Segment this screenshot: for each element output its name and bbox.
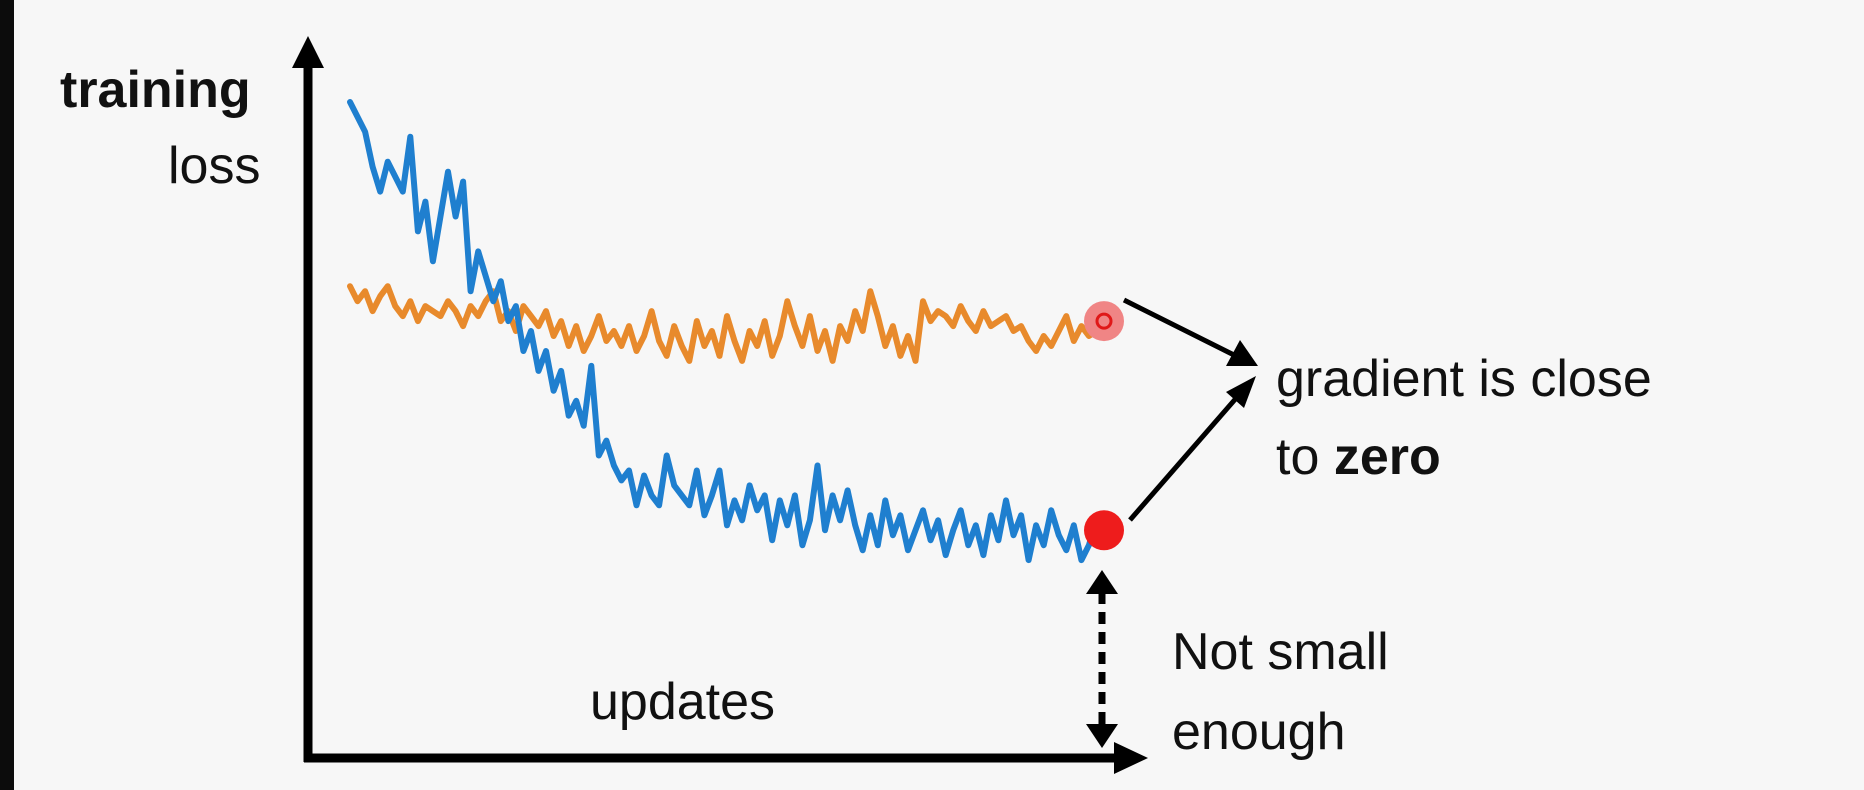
endpoint-marker-0 (1084, 510, 1124, 551)
left-edge-bar (0, 0, 14, 790)
annotation-arrows (1086, 297, 1258, 748)
not-small-line2: enough (1172, 703, 1346, 761)
gradient-annotation-bold: zero (1333, 428, 1441, 486)
marker-layer (1084, 301, 1124, 551)
y-axis-label: loss (168, 137, 261, 195)
gradient-annotation-line2: to zero (1276, 418, 1652, 496)
y-axis-arrowhead (292, 36, 324, 68)
endpoint-marker-ring-1 (1095, 312, 1113, 330)
series-line-1 (347, 283, 1107, 364)
arrow-blue-to-text (1128, 394, 1240, 522)
not-small-line1: Not small (1172, 623, 1389, 681)
arrow-orange-to-text (1122, 297, 1238, 359)
gap-arrow-head-down (1086, 724, 1118, 748)
arrow-blue-to-text-head (1226, 376, 1256, 408)
gap-arrow-head-up (1086, 570, 1118, 594)
series-line-0 (347, 99, 1107, 564)
chart-axes (292, 36, 1148, 774)
gradient-annotation-line1: gradient is close (1276, 350, 1652, 408)
not-small-annotation: Not small enough (1172, 612, 1389, 772)
x-axis-arrowhead (1114, 742, 1148, 774)
x-axis-label: updates (590, 673, 776, 731)
endpoint-marker-1 (1084, 301, 1124, 342)
y-axis-label-bold: training (60, 61, 251, 119)
gradient-annotation-prefix: to (1276, 428, 1334, 486)
series-layer (347, 99, 1107, 564)
arrow-orange-to-text-head (1226, 340, 1258, 366)
gradient-annotation: gradient is close to zero (1276, 340, 1652, 496)
